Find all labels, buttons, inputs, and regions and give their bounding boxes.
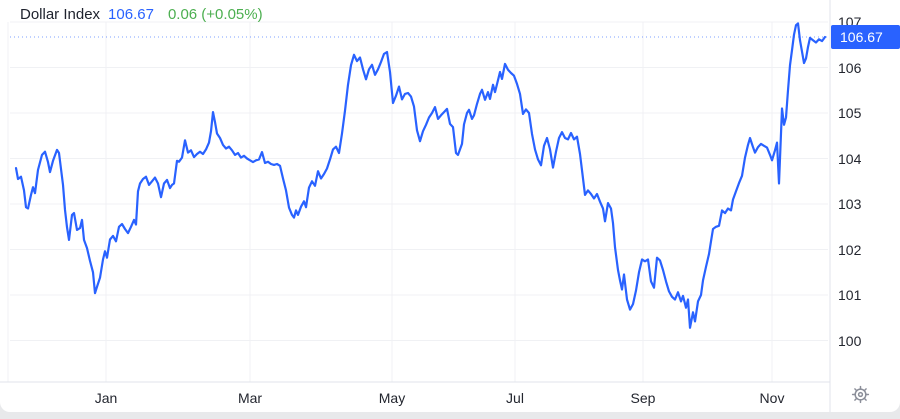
x-axis-tick-label: Jul xyxy=(506,390,524,406)
x-axis-tick-label: Jan xyxy=(94,390,118,406)
last-price-axis-tag: 106.67 xyxy=(831,25,900,49)
gear-icon xyxy=(850,384,871,408)
x-axis-tick-label: Mar xyxy=(237,390,263,406)
price-change-value: 0.06 (+0.05%) xyxy=(167,6,263,23)
symbol-title: Dollar Index xyxy=(20,6,101,23)
y-axis-tick-label: 103 xyxy=(838,196,862,212)
x-axis-tick-label: May xyxy=(378,390,406,406)
y-axis-tick-label: 100 xyxy=(838,332,862,349)
y-axis-tick-label: 102 xyxy=(838,241,862,258)
last-price-value: 106.67 xyxy=(108,6,154,23)
x-axis-tick-label: Sep xyxy=(630,390,656,406)
y-axis-tick-label: 106 xyxy=(838,59,862,76)
last-price-axis-tag-text: 106.67 xyxy=(840,29,883,45)
chart-settings-button[interactable] xyxy=(847,383,873,409)
y-axis-tick-label: 101 xyxy=(838,287,862,303)
y-axis-tick-label: 104 xyxy=(838,150,862,167)
chart-legend-header: Dollar Index 106.67 0.06 (+0.05%) xyxy=(20,5,263,25)
y-axis-tick-label: 105 xyxy=(838,105,862,121)
x-axis-tick-label: Nov xyxy=(759,390,785,406)
dollar-index-line-series xyxy=(14,22,827,329)
